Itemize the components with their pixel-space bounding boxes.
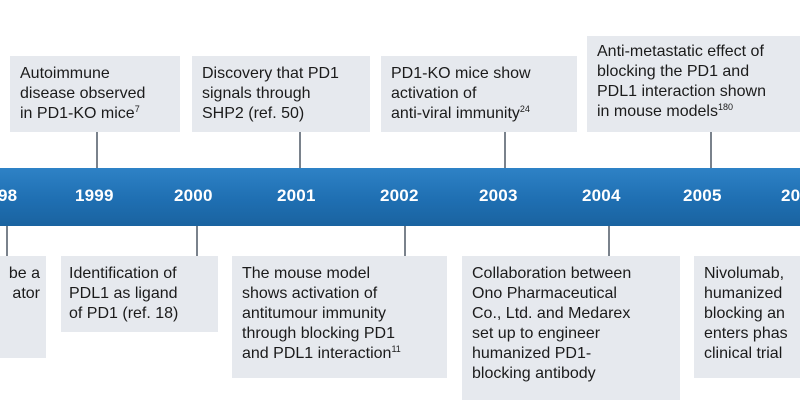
- event-line-text: and PDL1 interaction: [242, 345, 392, 362]
- event-line: blocking an: [704, 305, 785, 322]
- event-line: activation of: [391, 85, 477, 102]
- event-line: ator: [12, 285, 40, 302]
- reference-number: 24: [519, 104, 530, 114]
- event-line: Anti-metastatic effect of: [597, 43, 764, 60]
- event-line: through blocking PD1: [242, 325, 395, 342]
- event-line: signals through: [202, 85, 311, 102]
- event-box-ono-medarex-collaboration: Collaboration between Ono Pharmaceutical…: [462, 256, 680, 400]
- year-label-2000: 2000: [174, 186, 213, 205]
- event-line: Nivolumab,: [704, 265, 785, 282]
- year-label-1998: 98: [0, 186, 18, 205]
- event-line: PDL1 interaction shown: [597, 83, 766, 100]
- event-line: PDL1 as ligand: [69, 285, 178, 302]
- event-box-pdl1-identification: Identification of PDL1 as ligand of PD1 …: [61, 256, 218, 332]
- event-line: antitumour immunity: [242, 305, 387, 322]
- event-line: be a: [8, 265, 40, 282]
- year-label-2001: 2001: [277, 186, 316, 205]
- event-line: The mouse model: [242, 265, 371, 282]
- reference-number: 180: [717, 102, 733, 112]
- event-line: anti-viral immunity24: [391, 104, 577, 124]
- connector-top-2005: [710, 132, 712, 169]
- event-line: Identification of: [69, 265, 177, 282]
- event-line: clinical trial: [704, 345, 783, 362]
- reference-number: 11: [391, 344, 401, 354]
- event-line-text: in mouse models: [597, 103, 718, 120]
- event-line: Autoimmune: [20, 65, 110, 82]
- event-box-mouse-model-antitumour: The mouse model shows activation of anti…: [232, 256, 447, 378]
- event-line: humanized PD1-: [472, 345, 592, 362]
- event-line: of PD1 (ref. 18): [69, 305, 179, 322]
- connector-bottom-2000: [196, 226, 198, 256]
- event-line: Co., Ltd. and Medarex: [472, 305, 631, 322]
- event-box-partial-left: be a ator: [0, 256, 46, 358]
- event-line: Collaboration between: [472, 265, 632, 282]
- connector-top-2001: [299, 132, 301, 169]
- event-line-text: anti-viral immunity: [391, 105, 520, 122]
- event-line: shows activation of: [242, 285, 378, 302]
- event-box-anti-viral-immunity: PD1-KO mice show activation of anti-vira…: [381, 56, 577, 132]
- event-line: humanized: [704, 285, 783, 302]
- year-label-1999: 1999: [75, 186, 114, 205]
- year-label-2005: 2005: [683, 186, 722, 205]
- event-line: PD1-KO mice show: [391, 65, 531, 82]
- event-box-discovery-shp2: Discovery that PD1 signals through SHP2 …: [192, 56, 370, 132]
- timeline-axis: [0, 168, 800, 226]
- event-line: in mouse models180: [597, 102, 800, 122]
- event-line: enters phas: [704, 325, 788, 342]
- event-box-autoimmune-disease: Autoimmune disease observed in PD1-KO mi…: [10, 56, 180, 132]
- connector-bottom-1998: [6, 226, 8, 256]
- year-label-2003: 2003: [479, 186, 518, 205]
- connector-top-2003: [504, 132, 506, 169]
- event-line: blocking the PD1 and: [597, 63, 750, 80]
- event-line: Discovery that PD1: [202, 65, 339, 82]
- event-line: disease observed: [20, 85, 146, 102]
- event-box-anti-metastatic-effect: Anti-metastatic effect of blocking the P…: [587, 36, 800, 132]
- event-line: Ono Pharmaceutical: [472, 285, 617, 302]
- event-line: SHP2 (ref. 50): [202, 105, 305, 122]
- event-line-text: in PD1-KO mice: [20, 105, 135, 122]
- reference-number: 7: [134, 104, 140, 114]
- event-line: set up to engineer: [472, 325, 601, 342]
- event-line: blocking antibody: [472, 365, 596, 382]
- connector-top-1999: [96, 132, 98, 169]
- connector-bottom-2002: [404, 226, 406, 256]
- connector-bottom-2004: [608, 226, 610, 256]
- event-line: in PD1-KO mice7: [20, 104, 180, 124]
- event-line: and PDL1 interaction11: [242, 344, 447, 364]
- year-label-2002: 2002: [380, 186, 419, 205]
- year-label-2006: 20: [781, 186, 800, 205]
- event-box-nivolumab: Nivolumab, humanized blocking an enters …: [694, 256, 800, 378]
- year-label-2004: 2004: [582, 186, 621, 205]
